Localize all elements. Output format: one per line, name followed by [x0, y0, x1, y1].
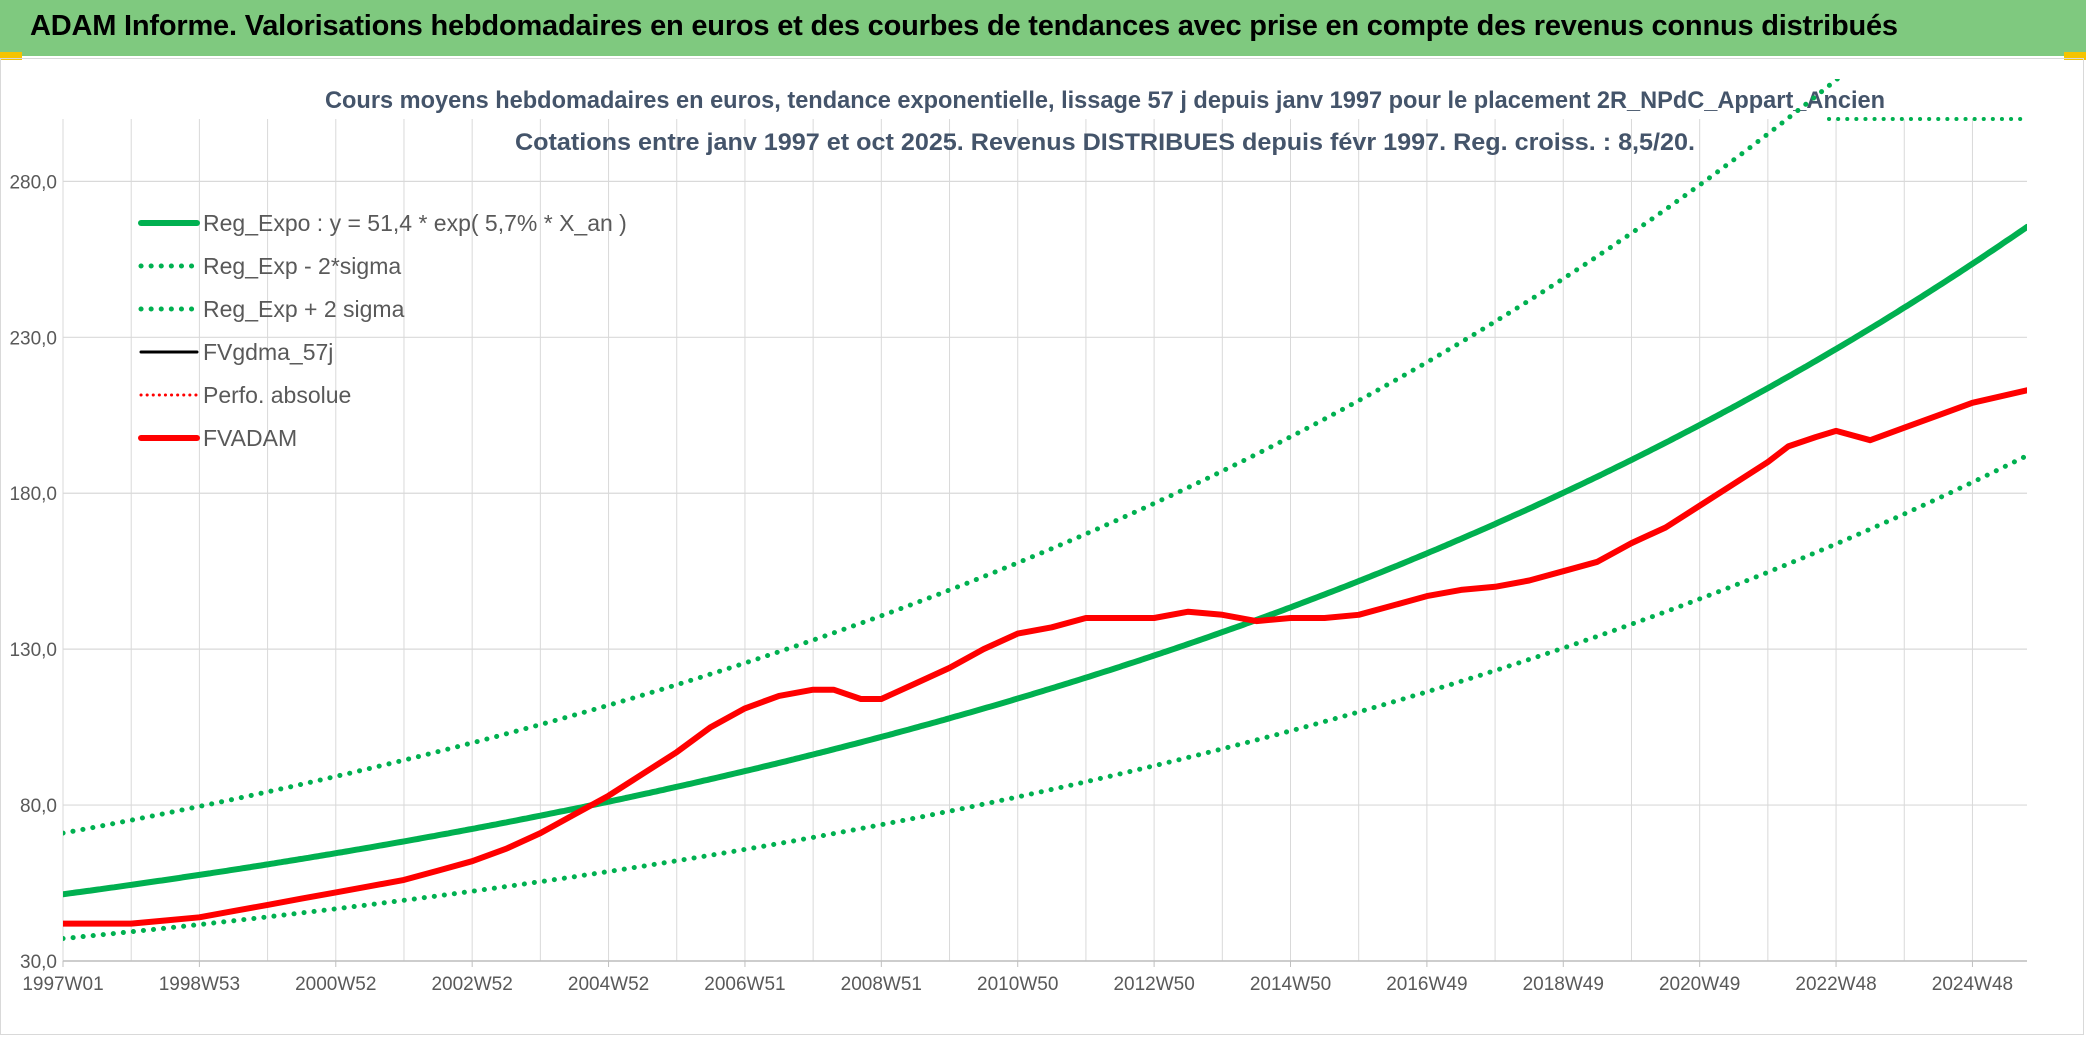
- x-tick-label: 2014W50: [1250, 974, 1331, 995]
- report-title: ADAM Informe. Valorisations hebdomadaire…: [30, 10, 1898, 42]
- line-chart: 30,0 80,0 130,0 180,0 230,0 280,0 1997W01 1998W…: [9, 79, 2027, 995]
- x-tick-label: 2018W49: [1523, 974, 1604, 995]
- series-line-1: [63, 453, 2027, 941]
- y-tick-label: 230,0: [9, 328, 57, 349]
- x-tick-label: 2000W52: [295, 974, 376, 995]
- x-tick-label: 2002W52: [431, 974, 512, 995]
- y-tick-label: 130,0: [9, 640, 57, 661]
- legend-label-5: FVADAM: [203, 425, 297, 451]
- x-tick-label: 2024W48: [1932, 974, 2013, 995]
- x-tick-label: 2006W51: [704, 974, 785, 995]
- chart-area: 30,0 80,0 130,0 180,0 230,0 280,0 1997W01 1998W…: [0, 58, 2084, 1035]
- x-tick-label: 1997W01: [22, 974, 103, 995]
- x-tick-label: 2022W48: [1795, 974, 1876, 995]
- x-tick-label: 2010W50: [977, 974, 1058, 995]
- y-tick-label: 30,0: [20, 952, 57, 973]
- legend-label-1: Reg_Exp - 2*sigma: [203, 253, 401, 279]
- x-tick-label: 2020W49: [1659, 974, 1740, 995]
- chart-title: Cours moyens hebdomadaires en euros, ten…: [325, 87, 1885, 114]
- series-line-2: [63, 79, 1842, 836]
- x-tick-label: 2004W52: [568, 974, 649, 995]
- legend-label-4: Perfo. absolue: [203, 382, 351, 408]
- y-tick-label: 180,0: [9, 484, 57, 505]
- legend-label-3: FVgdma_57j: [203, 339, 333, 365]
- series-line-5: [63, 387, 2027, 927]
- x-tick-label: 2008W51: [841, 974, 922, 995]
- series-line-0: [63, 223, 2027, 898]
- legend-label-0: Reg_Expo : y = 51,4 * exp( 5,7% * X_an ): [203, 210, 627, 236]
- x-tick-label: 2016W49: [1386, 974, 1467, 995]
- y-tick-label: 80,0: [20, 796, 57, 817]
- report-header: ADAM Informe. Valorisations hebdomadaire…: [0, 0, 2086, 56]
- x-tick-label: 1998W53: [159, 974, 240, 995]
- x-tick-label: 2012W50: [1113, 974, 1194, 995]
- legend-label-2: Reg_Exp + 2 sigma: [203, 296, 405, 322]
- y-tick-label: 280,0: [9, 172, 57, 193]
- corner-marker-right: [2064, 52, 2086, 60]
- chart-subtitle: Cotations entre janv 1997 et oct 2025. R…: [515, 129, 1695, 156]
- corner-marker-left: [0, 52, 22, 60]
